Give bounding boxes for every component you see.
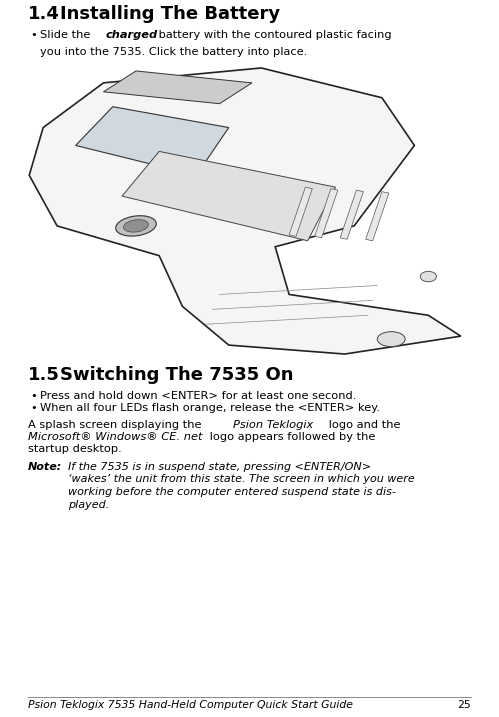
Ellipse shape — [124, 219, 148, 232]
Text: If the 7535 is in suspend state, pressing <ENTER/ON>: If the 7535 is in suspend state, pressin… — [68, 462, 371, 472]
Polygon shape — [122, 151, 335, 241]
Ellipse shape — [116, 216, 156, 236]
Text: Psion Teklogix: Psion Teklogix — [233, 420, 313, 430]
Polygon shape — [29, 68, 461, 354]
Text: Psion Teklogix 7535 Hand-Held Computer Quick Start Guide: Psion Teklogix 7535 Hand-Held Computer Q… — [28, 700, 353, 710]
Text: 1.5: 1.5 — [28, 366, 60, 384]
Polygon shape — [366, 191, 389, 241]
Text: Note:: Note: — [28, 462, 62, 472]
Polygon shape — [76, 107, 229, 175]
Text: played.: played. — [68, 500, 109, 510]
Text: •: • — [30, 403, 37, 413]
Text: 1.4: 1.4 — [28, 5, 60, 23]
Polygon shape — [315, 189, 338, 238]
Ellipse shape — [420, 271, 437, 282]
Polygon shape — [289, 187, 312, 237]
Polygon shape — [103, 71, 252, 104]
Text: Microsoft® Windows® CE. net: Microsoft® Windows® CE. net — [28, 432, 203, 442]
Text: ‘wakes’ the unit from this state. The screen in which you were: ‘wakes’ the unit from this state. The sc… — [68, 475, 415, 485]
Text: startup desktop.: startup desktop. — [28, 444, 122, 454]
Text: charged: charged — [106, 30, 158, 40]
Text: Switching The 7535 On: Switching The 7535 On — [60, 366, 293, 384]
Text: you into the 7535. Click the battery into place.: you into the 7535. Click the battery int… — [40, 47, 307, 57]
Text: Installing The Battery: Installing The Battery — [60, 5, 280, 23]
Text: When all four LEDs flash orange, release the <ENTER> key.: When all four LEDs flash orange, release… — [40, 403, 380, 413]
Text: •: • — [30, 391, 37, 401]
Text: logo appears followed by the: logo appears followed by the — [207, 432, 376, 442]
Polygon shape — [340, 190, 363, 239]
Text: working before the computer entered suspend state is dis-: working before the computer entered susp… — [68, 487, 396, 497]
Text: Press and hold down <ENTER> for at least one second.: Press and hold down <ENTER> for at least… — [40, 391, 356, 401]
Text: logo and the: logo and the — [325, 420, 401, 430]
Ellipse shape — [377, 332, 405, 346]
Text: Slide the: Slide the — [40, 30, 94, 40]
Text: 25: 25 — [457, 700, 471, 710]
Text: A splash screen displaying the: A splash screen displaying the — [28, 420, 205, 430]
Text: battery with the contoured plastic facing: battery with the contoured plastic facin… — [156, 30, 392, 40]
Text: •: • — [30, 30, 37, 40]
